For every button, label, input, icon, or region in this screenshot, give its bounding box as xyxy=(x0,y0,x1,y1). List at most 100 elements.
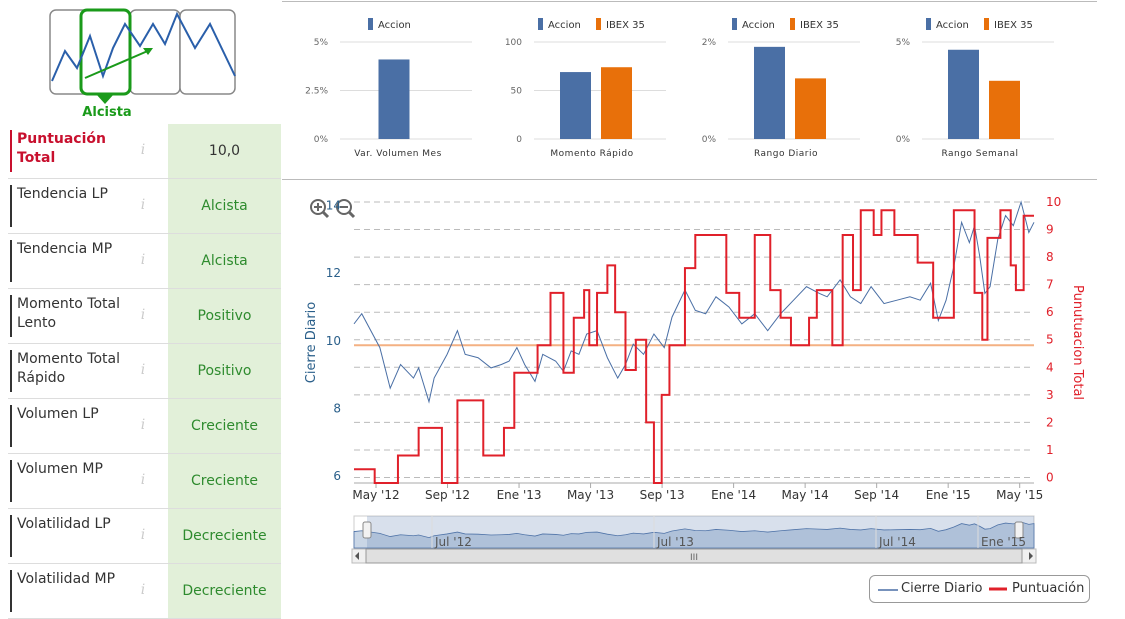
info-icon[interactable]: i xyxy=(140,252,146,268)
indicator-row: Puntuación Total i 10,0 xyxy=(8,124,281,179)
indicator-row: Volumen MP i Creciente xyxy=(8,454,281,509)
y-tick-label: 0 xyxy=(516,135,522,145)
indicator-label: Volumen MP xyxy=(10,460,137,502)
zoom-in-icon[interactable] xyxy=(310,199,330,219)
bar-chart-3: Accion IBEX 35 0% 2% Rango Diario xyxy=(702,18,860,159)
navigator-scrollbar[interactable]: III xyxy=(351,548,1037,564)
x-tick-label: Ene '13 xyxy=(497,488,542,502)
indicator-row: Volatilidad MP i Decreciente xyxy=(8,564,281,619)
y-tick-label: 14 xyxy=(326,198,341,212)
x-tick-label: Sep '12 xyxy=(425,488,470,502)
indicator-label: Volumen LP xyxy=(10,405,137,447)
scroll-left-icon[interactable] xyxy=(355,552,359,560)
info-icon[interactable]: i xyxy=(140,417,146,433)
y-axis-title: Cierre Diario xyxy=(304,302,319,384)
y-tick-label: 0% xyxy=(702,135,717,145)
x-tick-label: Sep '13 xyxy=(640,488,685,502)
indicator-label: Puntuación Total xyxy=(10,130,137,172)
legend-puntuacion-label[interactable]: Puntuación xyxy=(1012,581,1085,596)
legend-label[interactable]: IBEX 35 xyxy=(994,20,1033,31)
info-icon[interactable]: i xyxy=(140,197,146,213)
indicator-value: Alcista xyxy=(168,179,281,233)
range-navigator[interactable]: Jul '12 Jul '13 Jul '14 Ene '15 xyxy=(353,515,1035,549)
trend-label: Alcista xyxy=(82,105,131,120)
small-bar-charts: Accion 0% 2.5% 5% Var. Volumen Mes Accion IBEX… xyxy=(305,18,1054,159)
info-icon[interactable]: i xyxy=(140,307,146,323)
y-tick-label: 12 xyxy=(326,266,341,280)
indicator-row: Momento Total Lento i Positivo xyxy=(8,289,281,344)
series-cierre-diario xyxy=(353,200,1035,404)
indicator-label: Volatilidad MP xyxy=(10,570,137,612)
navigator-handle[interactable] xyxy=(1014,521,1024,539)
navigator-label: Ene '15 xyxy=(981,535,1026,549)
legend-swatch xyxy=(732,18,737,30)
legend-label[interactable]: Accion xyxy=(548,20,581,31)
indicator-row: Momento Total Rápido i Positivo xyxy=(8,344,281,399)
x-tick-label: May '14 xyxy=(782,488,829,502)
y-tick-label: 5% xyxy=(314,38,329,48)
legend-swatch xyxy=(926,18,931,30)
y2-tick-label: 9 xyxy=(1046,223,1054,237)
y2-tick-label: 8 xyxy=(1046,250,1054,264)
info-icon[interactable]: i xyxy=(140,582,146,598)
trend-widget[interactable]: Alcista xyxy=(45,6,240,121)
x-tick-label: Sep '14 xyxy=(854,488,899,502)
scrollbar-thumb[interactable] xyxy=(365,548,1023,564)
zoom-out-icon[interactable] xyxy=(336,199,356,219)
navigator-handle[interactable] xyxy=(362,521,372,539)
y-tick-label: 2% xyxy=(702,38,717,48)
y-tick-label: 6 xyxy=(333,469,341,483)
bar xyxy=(378,59,410,139)
legend-label[interactable]: Accion xyxy=(936,20,969,31)
y-tick-label: 8 xyxy=(333,402,341,416)
indicator-label: Tendencia LP xyxy=(10,185,137,227)
trend-selector-icon[interactable] xyxy=(49,8,236,104)
legend-cierre-label[interactable]: Cierre Diario xyxy=(901,581,983,596)
bar xyxy=(795,78,826,139)
legend-swatch xyxy=(984,18,989,30)
x-tick-label: Ene '14 xyxy=(711,488,756,502)
y-tick-label: 5% xyxy=(896,38,911,48)
scrollbar-grip: III xyxy=(690,553,698,563)
indicator-value: Decreciente xyxy=(168,509,281,563)
indicator-value: Positivo xyxy=(168,289,281,343)
info-icon[interactable]: i xyxy=(140,142,146,158)
navigator-area xyxy=(353,521,1035,549)
top-divider xyxy=(282,1,1097,2)
bar-chart-4: Accion IBEX 35 0% 5% Rango Semanal xyxy=(896,18,1054,159)
indicator-value: Alcista xyxy=(168,234,281,288)
bar xyxy=(601,67,632,139)
y2-tick-label: 6 xyxy=(1046,305,1054,319)
chart-legend: Cierre Diario Puntuación xyxy=(869,575,1090,603)
y-tick-label: 10 xyxy=(326,334,341,348)
bar xyxy=(989,80,1020,139)
indicator-value: Positivo xyxy=(168,344,281,398)
y2-tick-label: 10 xyxy=(1046,195,1061,209)
info-icon[interactable]: i xyxy=(140,472,146,488)
y2-tick-label: 4 xyxy=(1046,360,1054,374)
legend-label[interactable]: Accion xyxy=(742,20,775,31)
x-tick-label: May '12 xyxy=(352,488,399,502)
legend-label[interactable]: IBEX 35 xyxy=(800,20,839,31)
legend-label[interactable]: Accion xyxy=(378,20,411,31)
x-tick-label: Ene '15 xyxy=(926,488,971,502)
series-puntuacion xyxy=(354,209,1034,484)
indicator-label: Volatilidad LP xyxy=(10,515,137,557)
bar-chart-title: Momento Rápido xyxy=(550,149,633,159)
y2-tick-label: 7 xyxy=(1046,278,1054,292)
y2-axis-title: Punutuacion Total xyxy=(1070,285,1085,400)
legend-label[interactable]: IBEX 35 xyxy=(606,20,645,31)
legend-swatch xyxy=(368,18,373,30)
navigator-selection[interactable] xyxy=(367,516,1034,548)
scroll-right-icon[interactable] xyxy=(1029,552,1033,560)
info-icon[interactable]: i xyxy=(140,527,146,543)
indicator-row: Tendencia LP i Alcista xyxy=(8,179,281,234)
bar xyxy=(948,49,979,140)
info-icon[interactable]: i xyxy=(140,362,146,378)
legend-cierre-swatch xyxy=(878,589,898,591)
x-tick-label: May '15 xyxy=(996,488,1043,502)
y2-tick-label: 1 xyxy=(1046,443,1054,457)
y-tick-label: 0% xyxy=(896,135,911,145)
